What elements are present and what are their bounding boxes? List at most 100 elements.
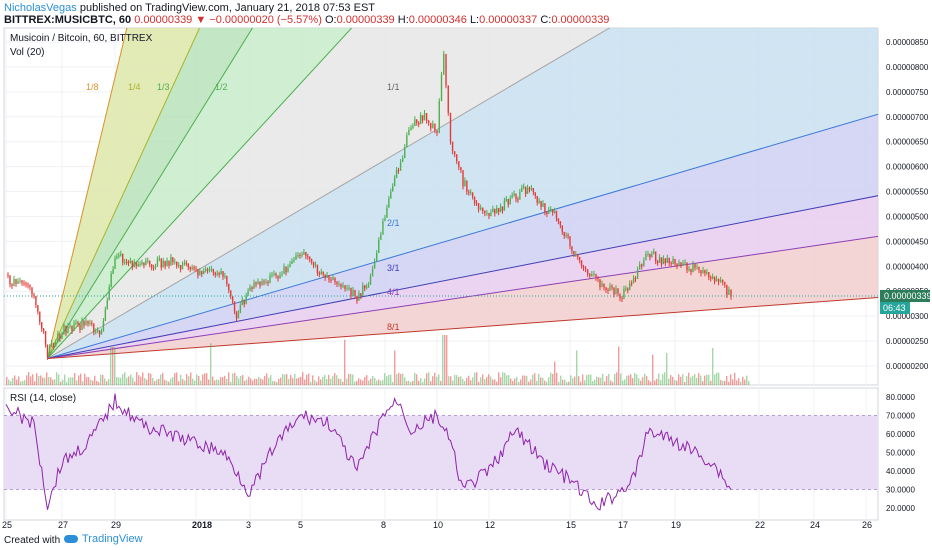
candle-body: [170, 257, 172, 266]
candle-body: [530, 188, 533, 190]
candle-body: [447, 85, 449, 113]
volume-bar: [474, 372, 476, 385]
candle-body: [59, 333, 61, 340]
candle-body: [496, 208, 498, 214]
volume-bar: [302, 372, 304, 385]
author-link[interactable]: NicholasVegas: [4, 2, 77, 14]
gann-fan[interactable]: 1/8 1/4 1/3 1/2 1/1 2/1 3/1 4/1 8/1: [47, 0, 932, 360]
volume-bar: [32, 374, 34, 385]
volume-bar: [192, 378, 194, 385]
candle-body: [11, 284, 13, 287]
candle-body: [575, 253, 577, 255]
time-tick-label: 17: [618, 520, 628, 530]
candle-body: [275, 273, 277, 276]
fan-ratio-label: 3/1: [387, 263, 400, 273]
candle-body: [672, 258, 674, 265]
candle-body: [193, 267, 195, 269]
fan-zone: [47, 28, 878, 359]
volume-bar: [188, 376, 190, 385]
volume-bar: [390, 374, 392, 385]
candle-body: [453, 151, 456, 155]
volume-bar: [242, 374, 244, 385]
open-label: O:: [324, 14, 337, 26]
volume-bar: [56, 372, 58, 385]
volume-bar: [26, 375, 28, 385]
fan-ratio-label: 2/1: [387, 218, 400, 228]
volume-bar: [544, 380, 546, 385]
candle-body: [482, 207, 484, 211]
candle-body: [678, 262, 680, 267]
candle-body: [133, 262, 135, 268]
candle-body: [305, 251, 307, 257]
candle-body: [299, 255, 301, 257]
volume-bar: [20, 381, 22, 385]
volume-bar: [596, 376, 598, 385]
candle-body: [414, 119, 416, 127]
volume-bar: [650, 381, 652, 385]
time-tick-label: 15: [566, 520, 576, 530]
candle-body: [573, 251, 575, 254]
candle-body: [464, 180, 466, 187]
volume-bar: [426, 373, 428, 385]
open-value: 0.00000339: [336, 14, 395, 26]
volume-bar: [632, 378, 634, 385]
candle-body: [473, 196, 476, 203]
candle-body: [423, 112, 426, 121]
candle-body: [344, 285, 346, 289]
volume-bar: [408, 380, 410, 385]
price-tick-label: 0.00000550: [886, 188, 929, 197]
volume-bar: [348, 373, 350, 385]
volume-bar: [284, 374, 286, 385]
volume-bar: [362, 380, 364, 385]
volume-bar: [480, 377, 482, 385]
candle-body: [421, 115, 424, 121]
volume-bar: [44, 377, 46, 385]
volume-bar: [506, 375, 508, 385]
volume-bar: [374, 377, 376, 385]
candle-body: [724, 282, 726, 285]
volume-bar: [366, 375, 368, 385]
chart-canvas[interactable]: 1/8 1/4 1/3 1/2 1/1 2/1 3/1 4/1 8/1 0.00000200 0.…: [0, 0, 932, 530]
volume-bar: [176, 372, 178, 385]
volume-bar: [482, 374, 484, 385]
candle-body: [561, 225, 563, 232]
candle-body: [168, 260, 170, 266]
candle-body: [553, 210, 556, 213]
candle-body: [371, 268, 374, 277]
volume-bar: [8, 379, 10, 385]
volume-bar: [46, 372, 48, 385]
ohlc-line: BITTREX:MUSICBTC, 60 0.00000339 ▼ −0.000…: [4, 14, 609, 26]
candle-body: [378, 240, 380, 254]
candle-body: [567, 235, 569, 237]
volume-bar: [420, 378, 422, 385]
volume-bar: [40, 375, 42, 385]
volume-bar: [194, 380, 196, 385]
volume-bar: [562, 379, 564, 385]
candle-body: [486, 212, 488, 214]
volume-bar: [290, 375, 292, 385]
candle-body: [479, 207, 482, 210]
volume-bar: [318, 376, 320, 385]
candle-body: [108, 287, 110, 301]
rsi-tick-label: 40.0000: [886, 467, 915, 476]
volume-bar: [82, 381, 84, 385]
volume-bar: [208, 379, 210, 385]
volume-bar: [710, 380, 712, 385]
tradingview-logo[interactable]: TradingView: [64, 533, 143, 545]
candle-body: [354, 289, 356, 296]
volume-bar: [638, 378, 640, 385]
candle-body: [185, 262, 188, 264]
volume-bar: [680, 376, 682, 385]
fan-ratio-label: 1/3: [157, 82, 170, 92]
candle-body: [392, 186, 394, 192]
candle-body: [617, 288, 619, 294]
rsi-tick-label: 20.0000: [886, 504, 915, 513]
volume-bar: [636, 374, 638, 385]
volume-bar: [416, 374, 418, 385]
volume-bar: [724, 380, 726, 385]
candle-body: [641, 264, 643, 267]
volume-bar: [128, 376, 130, 385]
candle-body: [41, 322, 43, 329]
volume-bar: [514, 378, 516, 385]
volume-bar: [74, 373, 76, 385]
